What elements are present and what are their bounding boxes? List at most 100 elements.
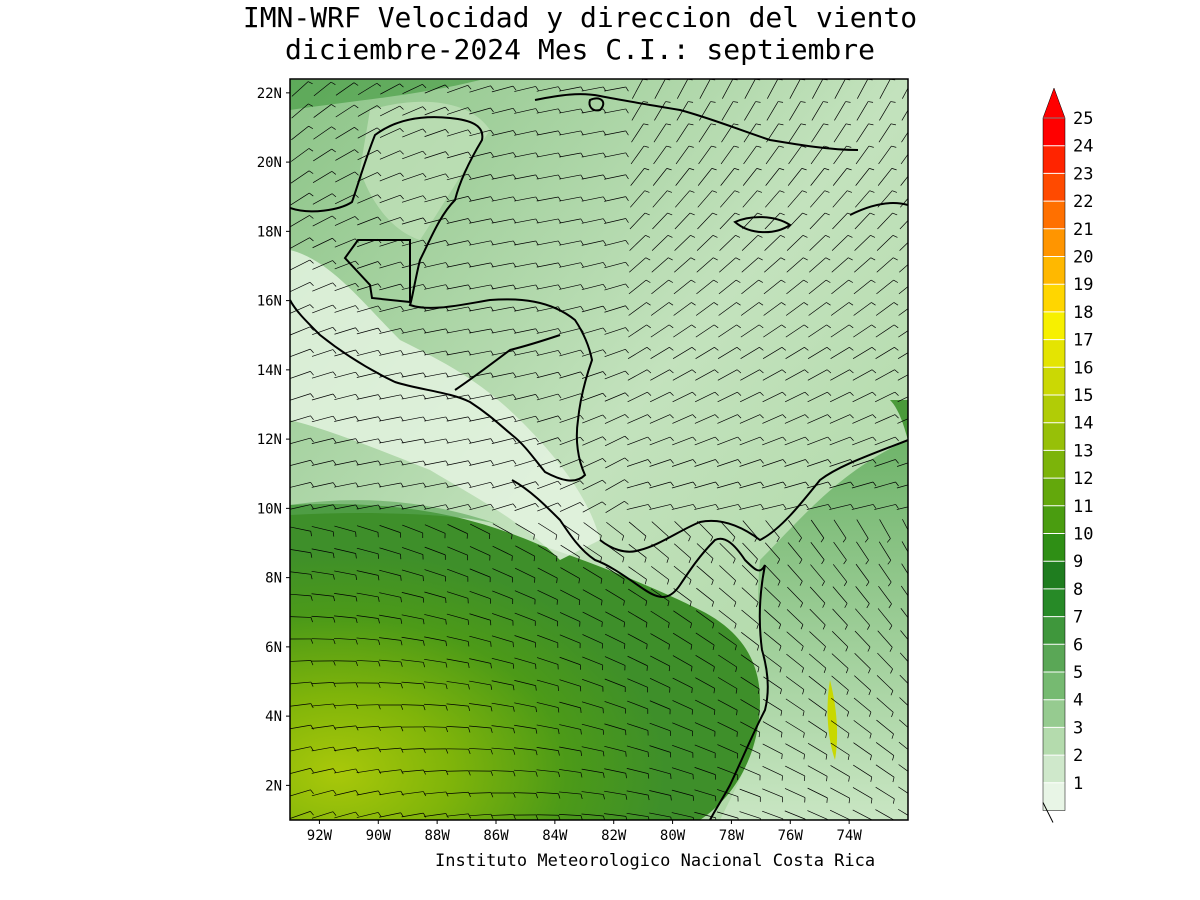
wind-barb-flag <box>422 150 427 156</box>
wind-barb <box>469 568 491 578</box>
wind-barb <box>786 257 804 273</box>
wind-barb-flag <box>736 369 742 374</box>
wind-barb <box>856 519 869 539</box>
wind-barb-flag <box>843 581 848 587</box>
wind-barb <box>739 391 761 403</box>
wind-barb <box>514 437 536 445</box>
wind-barb <box>313 148 332 162</box>
wind-barb <box>627 655 648 667</box>
wind-barb-flag <box>513 749 516 755</box>
wind-barb <box>879 519 891 539</box>
wind-barb-flag <box>601 621 603 627</box>
wind-barb <box>379 790 401 796</box>
wind-barb <box>401 791 424 795</box>
wind-barb <box>672 722 693 732</box>
wind-barb <box>762 436 783 446</box>
wind-barb-flag <box>821 581 825 586</box>
wind-barb-flag <box>643 101 649 103</box>
wind-barb <box>402 84 423 94</box>
wind-barb <box>628 302 647 316</box>
wind-barb <box>766 101 779 121</box>
wind-barb <box>536 437 559 445</box>
wind-barb-flag <box>892 755 895 761</box>
wind-barb-flag <box>760 436 764 442</box>
wind-barb <box>559 86 581 92</box>
lon-tick-label: 78W <box>719 828 745 844</box>
wind-barb-flag <box>688 558 692 564</box>
wind-barb <box>875 324 895 338</box>
wind-barb <box>514 702 536 708</box>
wind-barb <box>446 196 469 202</box>
wind-barb <box>379 614 401 620</box>
wind-barb-flag <box>847 733 850 739</box>
wind-barb-flag <box>692 459 697 464</box>
wind-barb-flag <box>913 102 918 103</box>
wind-barb <box>291 81 309 97</box>
wind-barb <box>740 369 760 381</box>
wind-barb <box>514 724 536 730</box>
wind-barb-flag <box>310 348 314 354</box>
wind-barb <box>787 586 803 604</box>
wind-barb <box>763 302 782 316</box>
wind-barb <box>874 391 896 403</box>
colorbar-swatch <box>1043 672 1065 700</box>
wind-barb-flag <box>377 261 382 266</box>
colorbar-label: 2 <box>1073 746 1083 766</box>
wind-barb-flag <box>308 148 314 152</box>
wind-barb-flag <box>332 553 335 559</box>
wind-barb-flag <box>734 190 740 193</box>
wind-barb <box>491 503 514 511</box>
wind-barb <box>764 609 781 625</box>
wind-barb-flag <box>377 460 382 466</box>
wind-barb-flag <box>872 481 877 487</box>
wind-barb-flag <box>599 535 602 541</box>
wind-barb <box>401 195 424 203</box>
wind-barb <box>627 436 648 446</box>
wind-barb <box>739 414 761 424</box>
wind-barb-flag <box>580 436 584 442</box>
wind-barb <box>832 190 848 208</box>
wind-barb-flag <box>331 148 336 153</box>
wind-barb <box>401 659 424 663</box>
wind-barb <box>876 279 894 295</box>
wind-barb-flag <box>669 347 674 351</box>
wind-barb <box>536 657 559 665</box>
wind-barb-flag <box>400 328 404 333</box>
wind-barb-flag <box>758 710 760 716</box>
wind-barb-flag <box>779 667 782 673</box>
wind-barb <box>765 168 780 186</box>
lon-tick-label: 90W <box>366 828 392 844</box>
wind-barb-flag <box>355 394 359 399</box>
wind-barb <box>311 438 334 444</box>
wind-barb-flag <box>713 324 719 329</box>
wind-barb-flag <box>400 747 404 753</box>
wind-barb-flag <box>803 257 808 261</box>
wind-barb-flag <box>803 775 806 781</box>
wind-barb <box>764 587 781 603</box>
wind-barb <box>379 283 401 291</box>
wind-barb-flag <box>666 145 672 148</box>
colorbar-swatch <box>1043 118 1065 146</box>
wind-barb-flag <box>868 101 874 103</box>
wind-barb-flag <box>713 279 719 283</box>
wind-barb-flag <box>467 482 472 487</box>
wind-barb <box>446 416 469 422</box>
wind-barb <box>536 328 559 334</box>
wind-barb <box>694 459 716 467</box>
wind-barb-flag <box>445 619 447 625</box>
wind-barb <box>674 235 691 251</box>
wind-barb-flag <box>778 624 782 630</box>
wind-barb <box>424 681 446 685</box>
wind-barb <box>762 369 783 381</box>
wind-barb <box>536 393 559 401</box>
wind-barb-flag <box>333 639 336 645</box>
wind-barb <box>469 546 491 556</box>
wind-barb <box>877 212 893 230</box>
wind-barb <box>605 457 625 469</box>
wind-barb <box>402 524 423 534</box>
wind-barb <box>291 103 309 119</box>
wind-barb <box>581 768 604 774</box>
wind-barb <box>290 281 311 293</box>
wind-barb-flag <box>445 813 449 819</box>
wind-barb <box>491 196 514 202</box>
